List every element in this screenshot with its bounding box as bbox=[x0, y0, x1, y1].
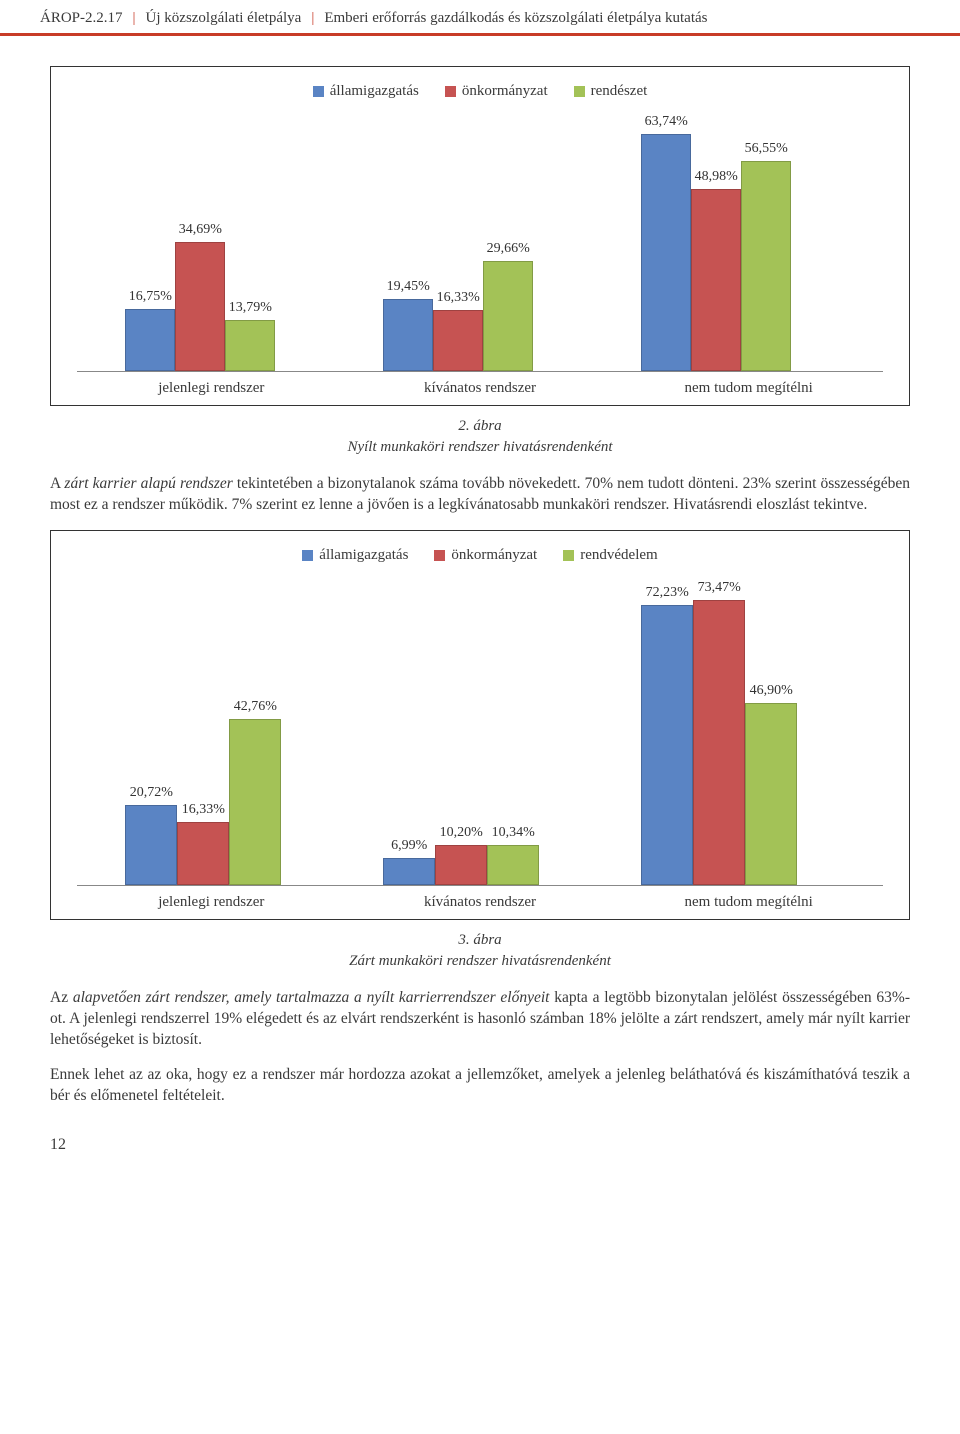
legend-label: önkormányzat bbox=[451, 547, 537, 564]
separator-icon: | bbox=[133, 10, 136, 27]
legend-item: rendvédelem bbox=[563, 547, 657, 564]
legend-item: önkormányzat bbox=[445, 83, 548, 100]
bar: 20,72% bbox=[125, 805, 177, 885]
caption-text: Zárt munkaköri rendszer hivatásrendenkén… bbox=[349, 953, 611, 969]
separator-icon: | bbox=[311, 10, 314, 27]
bar-value-label: 73,47% bbox=[698, 580, 741, 596]
chart-1-xaxis: jelenlegi rendszerkívánatos rendszernem … bbox=[71, 380, 889, 397]
bar: 48,98% bbox=[691, 189, 741, 371]
caption-num: 3. ábra bbox=[458, 932, 501, 948]
x-axis-label: jelenlegi rendszer bbox=[77, 894, 346, 911]
swatch-red bbox=[445, 86, 456, 97]
legend-item: önkormányzat bbox=[434, 547, 537, 564]
bar: 16,33% bbox=[433, 310, 483, 371]
bar: 16,75% bbox=[125, 309, 175, 371]
bar: 42,76% bbox=[229, 719, 281, 885]
paragraph-1: A zárt karrier alapú rendszer tekintetéb… bbox=[50, 474, 910, 516]
chart-2-caption: 3. ábra Zárt munkaköri rendszer hivatásr… bbox=[50, 930, 910, 972]
bar-value-label: 42,76% bbox=[234, 699, 277, 715]
chart-1-plot: 16,75%34,69%13,79%19,45%16,33%29,66%63,7… bbox=[77, 112, 883, 372]
bar: 34,69% bbox=[175, 242, 225, 371]
bar: 63,74% bbox=[641, 134, 691, 371]
chart-2-plot: 20,72%16,33%42,76%6,99%10,20%10,34%72,23… bbox=[77, 576, 883, 886]
legend-label: államigazgatás bbox=[330, 83, 419, 100]
bar: 16,33% bbox=[177, 822, 229, 885]
bar: 56,55% bbox=[741, 161, 791, 371]
chart-2-xaxis: jelenlegi rendszerkívánatos rendszernem … bbox=[71, 894, 889, 911]
bar-value-label: 48,98% bbox=[695, 169, 738, 185]
bar: 10,20% bbox=[435, 845, 487, 885]
header-seg2: Emberi erőforrás gazdálkodás és közszolg… bbox=[324, 10, 707, 27]
bar-value-label: 34,69% bbox=[179, 222, 222, 238]
bar: 72,23% bbox=[641, 605, 693, 885]
bar-value-label: 6,99% bbox=[391, 838, 427, 854]
bar-value-label: 10,20% bbox=[440, 825, 483, 841]
swatch-green bbox=[563, 550, 574, 561]
caption-num: 2. ábra bbox=[458, 418, 501, 434]
x-axis-label: nem tudom megítélni bbox=[614, 380, 883, 397]
chart-1-caption: 2. ábra Nyílt munkaköri rendszer hivatás… bbox=[50, 416, 910, 458]
bar: 46,90% bbox=[745, 703, 797, 885]
swatch-blue bbox=[313, 86, 324, 97]
legend-item: államigazgatás bbox=[313, 83, 419, 100]
chart-2: államigazgatás önkormányzat rendvédelem … bbox=[50, 530, 910, 920]
bar-value-label: 20,72% bbox=[130, 785, 173, 801]
caption-text: Nyílt munkaköri rendszer hivatásrendenké… bbox=[347, 439, 612, 455]
bar: 13,79% bbox=[225, 320, 275, 371]
bar-value-label: 16,33% bbox=[182, 802, 225, 818]
chart-2-legend: államigazgatás önkormányzat rendvédelem bbox=[71, 547, 889, 564]
header-arop: ÁROP-2.2.17 bbox=[40, 10, 123, 27]
x-axis-label: kívánatos rendszer bbox=[346, 380, 615, 397]
bar: 29,66% bbox=[483, 261, 533, 371]
x-axis-label: kívánatos rendszer bbox=[346, 894, 615, 911]
bar-value-label: 13,79% bbox=[229, 300, 272, 316]
bar: 10,34% bbox=[487, 845, 539, 885]
swatch-blue bbox=[302, 550, 313, 561]
bar-value-label: 16,33% bbox=[437, 290, 480, 306]
italic-term: zárt karrier alapú rendszer bbox=[64, 475, 232, 492]
italic-term: alapvetően zárt rendszer, amely tartalma… bbox=[73, 989, 550, 1006]
x-axis-label: jelenlegi rendszer bbox=[77, 380, 346, 397]
bar-value-label: 29,66% bbox=[487, 241, 530, 257]
page-body: államigazgatás önkormányzat rendészet 16… bbox=[0, 36, 960, 1194]
swatch-green bbox=[574, 86, 585, 97]
bar-value-label: 46,90% bbox=[750, 683, 793, 699]
page-number: 12 bbox=[50, 1136, 910, 1154]
page-header: ÁROP-2.2.17 | Új közszolgálati életpálya… bbox=[0, 0, 960, 36]
legend-item: rendészet bbox=[574, 83, 648, 100]
bar-value-label: 63,74% bbox=[645, 114, 688, 130]
x-axis-label: nem tudom megítélni bbox=[614, 894, 883, 911]
legend-label: államigazgatás bbox=[319, 547, 408, 564]
bar: 6,99% bbox=[383, 858, 435, 885]
legend-label: önkormányzat bbox=[462, 83, 548, 100]
bar-value-label: 19,45% bbox=[387, 279, 430, 295]
header-seg1: Új közszolgálati életpálya bbox=[146, 10, 302, 27]
legend-item: államigazgatás bbox=[302, 547, 408, 564]
chart-1-legend: államigazgatás önkormányzat rendészet bbox=[71, 83, 889, 100]
bar-value-label: 56,55% bbox=[745, 141, 788, 157]
bar: 73,47% bbox=[693, 600, 745, 885]
paragraph-3: Ennek lehet az az oka, hogy ez a rendsze… bbox=[50, 1065, 910, 1107]
bar-value-label: 10,34% bbox=[492, 825, 535, 841]
bar-value-label: 16,75% bbox=[129, 289, 172, 305]
swatch-red bbox=[434, 550, 445, 561]
chart-1: államigazgatás önkormányzat rendészet 16… bbox=[50, 66, 910, 406]
legend-label: rendvédelem bbox=[580, 547, 657, 564]
legend-label: rendészet bbox=[591, 83, 648, 100]
bar-value-label: 72,23% bbox=[646, 585, 689, 601]
bar: 19,45% bbox=[383, 299, 433, 371]
paragraph-2: Az alapvetően zárt rendszer, amely tarta… bbox=[50, 988, 910, 1051]
